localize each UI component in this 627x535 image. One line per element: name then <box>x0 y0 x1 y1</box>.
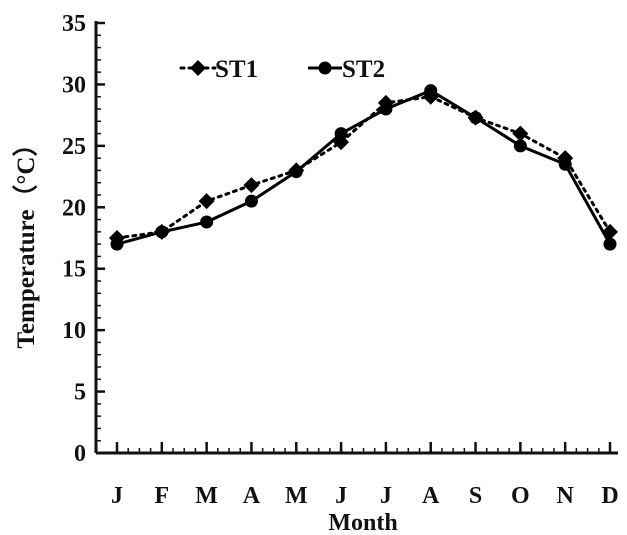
legend-item-st1: ST1 <box>179 56 258 83</box>
legend-label: ST1 <box>215 56 258 83</box>
y-axis-title: Temperature（°C） <box>11 132 40 349</box>
x-tick-label: A <box>243 483 261 509</box>
legend-diamond-marker <box>190 60 206 76</box>
x-tick-label: O <box>511 483 530 509</box>
data-point-circle <box>513 139 527 153</box>
series-line-st2 <box>116 88 612 246</box>
data-point-circle <box>289 165 303 179</box>
chart-series <box>109 84 618 251</box>
y-tick-label: 35 <box>62 11 86 37</box>
x-tick-label: F <box>154 483 169 509</box>
data-point-circle <box>155 225 169 239</box>
data-point-circle <box>244 194 258 208</box>
data-point-circle <box>558 157 572 171</box>
x-tick-label: J <box>380 483 392 509</box>
x-tick-label: J <box>111 483 123 509</box>
data-point-diamond <box>198 193 215 210</box>
legend-label: ST2 <box>342 56 385 83</box>
x-tick-label: D <box>601 483 618 509</box>
data-point-circle <box>379 102 393 116</box>
y-tick-label: 0 <box>74 441 86 467</box>
data-point-diamond <box>512 125 529 142</box>
chart-legend: ST1 ST2 <box>179 56 385 83</box>
data-point-diamond <box>243 177 260 194</box>
y-tick-label: 15 <box>62 257 86 283</box>
y-tick-label: 20 <box>62 195 86 221</box>
data-point-circle <box>424 84 438 98</box>
x-tick-label: A <box>422 483 440 509</box>
data-point-circle <box>469 111 483 125</box>
x-tick-label: M <box>195 483 218 509</box>
series-st1 <box>109 88 618 246</box>
x-axis-title: Month <box>328 510 397 535</box>
x-tick-label: J <box>335 483 347 509</box>
x-tick-label: M <box>285 483 308 509</box>
x-tick-label: S <box>469 483 482 509</box>
series-line-st1 <box>115 95 612 240</box>
y-tick-label: 10 <box>62 318 86 344</box>
data-point-circle <box>110 237 124 251</box>
x-tick-label: N <box>557 483 575 509</box>
data-point-circle <box>200 215 214 229</box>
data-point-circle <box>603 237 617 251</box>
y-tick-label: 5 <box>74 380 86 406</box>
y-tick-label: 25 <box>62 134 86 160</box>
data-point-circle <box>334 127 348 141</box>
legend-circle-marker <box>318 61 332 75</box>
y-tick-label: 30 <box>62 72 86 98</box>
series-st2 <box>110 84 617 251</box>
legend-item-st2: ST2 <box>308 56 385 83</box>
